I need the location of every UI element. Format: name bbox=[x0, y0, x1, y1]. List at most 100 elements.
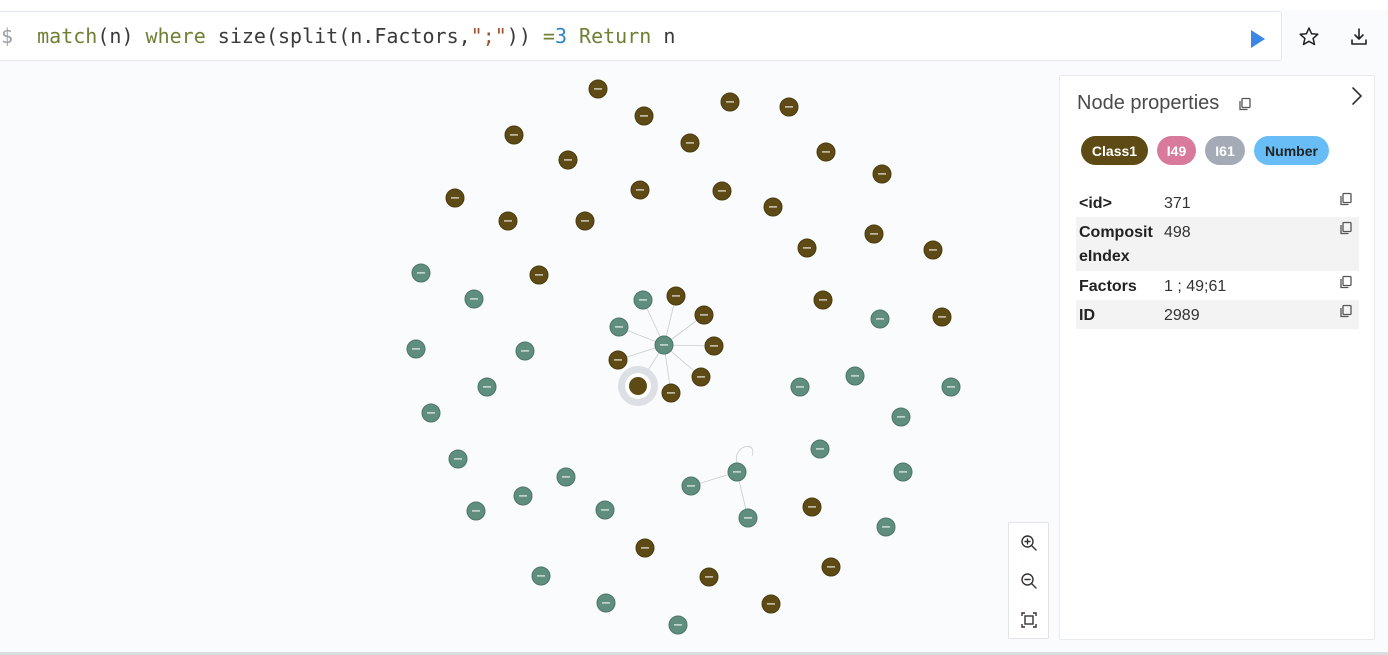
query-string-literal: ";" bbox=[470, 24, 507, 48]
node-caption-mark bbox=[687, 485, 695, 487]
node-caption-mark bbox=[929, 249, 937, 251]
property-row-id-value: ID 2989 bbox=[1076, 300, 1359, 329]
play-icon bbox=[1251, 30, 1265, 48]
node-caption-mark bbox=[483, 386, 491, 388]
node-caption-mark bbox=[672, 295, 680, 297]
selection-layer bbox=[618, 366, 658, 406]
node-caption-mark bbox=[639, 299, 647, 301]
selected-node[interactable] bbox=[629, 377, 647, 395]
label-chip-i49[interactable]: I49 bbox=[1157, 136, 1196, 165]
label-chip-i61[interactable]: I61 bbox=[1205, 136, 1245, 165]
nodes-layer bbox=[406, 79, 961, 635]
node-caption-mark bbox=[827, 566, 835, 568]
property-row-id: <id> 371 bbox=[1076, 188, 1359, 217]
relationship-edge[interactable] bbox=[736, 446, 754, 464]
property-value: 498 bbox=[1164, 224, 1191, 241]
zoom-out-button[interactable] bbox=[1009, 562, 1048, 600]
copy-property-button[interactable] bbox=[1339, 275, 1353, 289]
node-caption-mark bbox=[796, 386, 804, 388]
copy-icon bbox=[1340, 221, 1352, 235]
favorite-button[interactable] bbox=[1296, 24, 1322, 50]
node-caption-mark bbox=[816, 448, 824, 450]
query-return-var: n bbox=[651, 24, 676, 48]
zoom-in-icon bbox=[1020, 535, 1037, 551]
copy-property-button[interactable] bbox=[1339, 192, 1353, 206]
node-caption-mark bbox=[417, 272, 425, 274]
zoom-controls bbox=[1008, 522, 1049, 639]
property-row-compositeindex: CompositeIndex 498 bbox=[1076, 217, 1359, 271]
fit-to-screen-button[interactable] bbox=[1009, 601, 1048, 639]
download-icon bbox=[1351, 28, 1367, 45]
node-caption-mark bbox=[562, 476, 570, 478]
node-caption-mark bbox=[744, 517, 752, 519]
node-caption-mark bbox=[519, 495, 527, 497]
node-caption-mark bbox=[412, 348, 420, 350]
node-caption-mark bbox=[808, 506, 816, 508]
node-caption-mark bbox=[769, 206, 777, 208]
copy-property-button[interactable] bbox=[1339, 221, 1353, 235]
query-text[interactable]: $ match(n) where size(split(n.Factors,";… bbox=[1, 24, 675, 48]
node-caption-mark bbox=[601, 509, 609, 511]
node-caption-mark bbox=[564, 159, 572, 161]
node-caption-mark bbox=[451, 197, 459, 199]
node-caption-mark bbox=[947, 386, 955, 388]
star-icon bbox=[1299, 27, 1319, 46]
node-caption-mark bbox=[697, 376, 705, 378]
query-prompt: $ bbox=[1, 24, 14, 48]
node-caption-mark bbox=[472, 510, 480, 512]
property-key: CompositeIndex bbox=[1079, 224, 1153, 265]
query-editor[interactable]: $ match(n) where size(split(n.Factors,";… bbox=[0, 11, 1282, 61]
download-button[interactable] bbox=[1346, 24, 1372, 50]
node-caption-mark bbox=[615, 326, 623, 328]
collapse-panel-button[interactable] bbox=[1346, 84, 1368, 108]
node-caption-mark bbox=[636, 189, 644, 191]
property-key: <id> bbox=[1079, 195, 1112, 212]
property-row-factors: Factors 1 ; 49;61 bbox=[1076, 271, 1359, 300]
node-caption-mark bbox=[899, 471, 907, 473]
node-caption-mark bbox=[470, 298, 478, 300]
chevron-right-icon bbox=[1352, 87, 1362, 105]
query-close-parens: )) bbox=[506, 24, 543, 48]
query-keyword-return: Return bbox=[579, 24, 652, 48]
property-key: ID bbox=[1079, 307, 1095, 324]
node-caption-mark bbox=[710, 345, 718, 347]
copy-all-button[interactable] bbox=[1238, 97, 1252, 111]
panel-title: Node properties bbox=[1077, 92, 1220, 114]
node-caption-mark bbox=[674, 624, 682, 626]
node-caption-mark bbox=[870, 233, 878, 235]
zoom-out-icon bbox=[1020, 573, 1037, 589]
node-caption-mark bbox=[882, 526, 890, 528]
node-caption-mark bbox=[819, 299, 827, 301]
label-chip-number[interactable]: Number bbox=[1254, 136, 1329, 165]
label-chip-class1[interactable]: Class1 bbox=[1081, 136, 1148, 165]
node-caption-mark bbox=[718, 190, 726, 192]
property-value: 2989 bbox=[1164, 307, 1200, 324]
run-query-button[interactable] bbox=[1244, 26, 1270, 52]
property-key: Factors bbox=[1079, 278, 1137, 295]
query-function: size(split(n.Factors, bbox=[205, 24, 471, 48]
node-caption-mark bbox=[660, 344, 668, 346]
node-caption-mark bbox=[803, 247, 811, 249]
zoom-in-button[interactable] bbox=[1009, 524, 1048, 562]
graph-canvas[interactable] bbox=[0, 62, 1058, 652]
graph-visualization[interactable] bbox=[0, 62, 1058, 652]
node-caption-mark bbox=[427, 412, 435, 414]
property-value: 371 bbox=[1164, 195, 1191, 212]
node-caption-mark bbox=[785, 106, 793, 108]
properties-table: <id> 371 CompositeIndex 498 Factors 1 ; … bbox=[1076, 188, 1359, 329]
node-caption-mark bbox=[938, 316, 946, 318]
node-caption-mark bbox=[641, 547, 649, 549]
node-caption-mark bbox=[521, 350, 529, 352]
node-caption-mark bbox=[897, 416, 905, 418]
copy-icon bbox=[1340, 192, 1352, 206]
copy-property-button[interactable] bbox=[1339, 304, 1353, 318]
node-caption-mark bbox=[602, 602, 610, 604]
node-caption-mark bbox=[504, 220, 512, 222]
node-caption-mark bbox=[700, 314, 708, 316]
node-caption-mark bbox=[667, 392, 675, 394]
node-caption-mark bbox=[878, 173, 886, 175]
query-pattern: (n) bbox=[97, 24, 146, 48]
node-caption-mark bbox=[614, 359, 622, 361]
query-operator: = bbox=[542, 24, 555, 48]
node-caption-mark bbox=[686, 142, 694, 144]
